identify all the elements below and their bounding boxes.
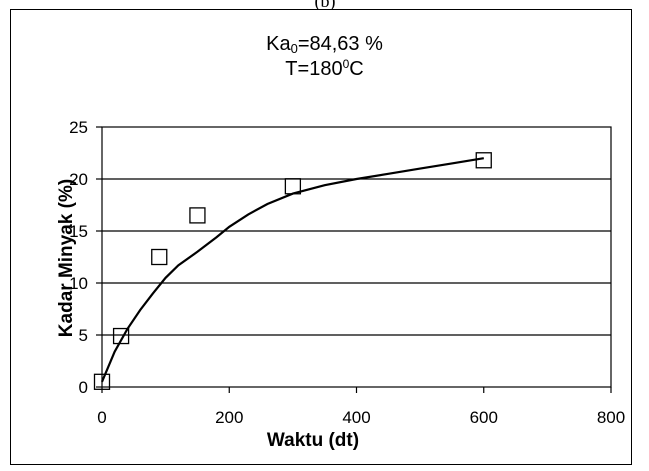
y-tick-label: 10: [69, 274, 88, 293]
chart-frame: [10, 9, 632, 465]
data-point-marker: [151, 248, 168, 266]
x-axis-label: Waktu (dt): [267, 430, 359, 451]
y-tick-label: 20: [69, 170, 88, 189]
y-tick-label: 25: [69, 118, 88, 137]
x-tick-label: 200: [215, 408, 243, 427]
tick-layer: 0 5 10 15 20 25 0 200 400 600 800: [69, 118, 625, 427]
chart-title-line2: T=1800C: [285, 57, 364, 80]
x-tick-label: 400: [342, 408, 370, 427]
data-point-marker: [112, 327, 130, 345]
y-tick-label: 5: [79, 326, 88, 345]
x-tick-label: 0: [97, 408, 106, 427]
x-tick-label: 600: [470, 408, 498, 427]
grid-layer: [102, 178, 611, 336]
chart-title-line1: Ka0=84,63 %: [266, 33, 383, 56]
y-tick-label: 15: [69, 222, 88, 241]
y-tick-label: 0: [79, 378, 88, 397]
panel-label: (b): [314, 0, 336, 11]
y-axis-label-group: Kadar Minyak (%): [56, 179, 77, 337]
x-tick-label: 800: [597, 408, 625, 427]
fit-curve-line: [100, 157, 484, 383]
y-axis-label: Kadar Minyak (%): [56, 179, 77, 337]
data-point-marker: [475, 152, 492, 169]
data-point-marker: [93, 373, 111, 390]
data-point-marker: [284, 178, 302, 195]
marker-layer: [93, 152, 492, 390]
plot-area-border: [101, 126, 612, 388]
data-point-marker: [189, 207, 206, 224]
